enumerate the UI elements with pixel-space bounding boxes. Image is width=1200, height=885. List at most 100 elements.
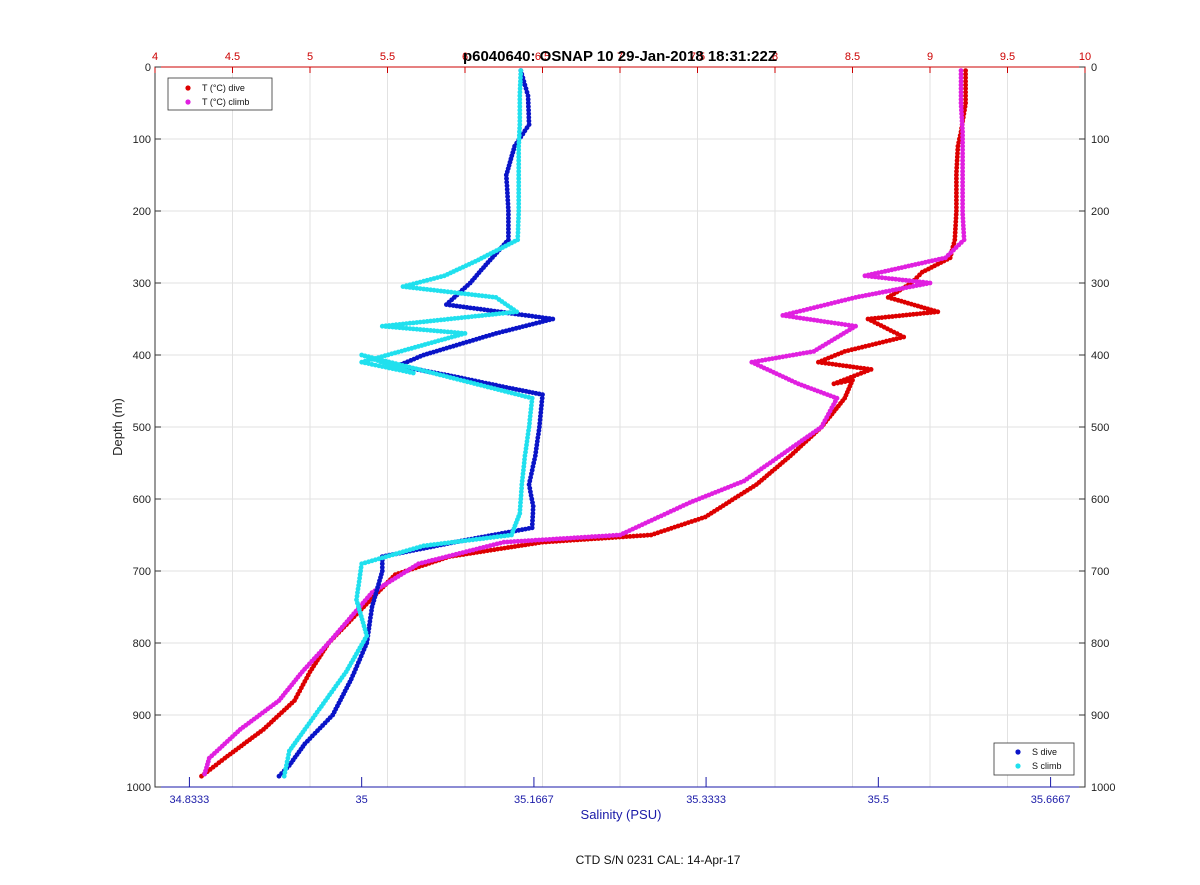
bottom-tick-label: 35.6667 <box>1031 794 1071 806</box>
data-point <box>525 100 531 106</box>
data-point <box>954 158 960 164</box>
data-point <box>516 161 522 167</box>
data-point <box>960 129 965 135</box>
data-point <box>585 534 591 540</box>
data-point <box>963 86 968 91</box>
data-point <box>523 449 528 455</box>
right-tick-label: 600 <box>1091 494 1109 506</box>
depth-axis-right: 0 100 200 300 400 500 600 700 800 900 1000 <box>1079 62 1115 794</box>
data-point <box>517 89 523 95</box>
data-point <box>517 111 523 117</box>
data-point <box>358 565 364 570</box>
top-tick-label: 10 <box>1079 51 1091 63</box>
data-point <box>872 315 878 321</box>
data-point <box>503 172 509 178</box>
data-point <box>960 172 965 178</box>
legend-marker <box>1015 749 1021 755</box>
data-point <box>516 205 522 210</box>
data-point <box>960 194 965 200</box>
data-point <box>524 439 530 444</box>
data-point <box>959 122 965 127</box>
data-point <box>963 93 968 99</box>
data-point <box>958 104 964 109</box>
data-point <box>516 197 522 203</box>
series-s-dive <box>276 68 556 779</box>
data-point <box>491 547 497 553</box>
bottom-tick-label: 35.3333 <box>686 794 726 806</box>
data-point <box>960 165 965 171</box>
data-point <box>526 538 531 544</box>
data-point <box>516 147 522 153</box>
data-point <box>367 619 373 624</box>
right-tick-label: 800 <box>1091 638 1109 650</box>
data-point <box>963 71 968 77</box>
data-point <box>486 294 492 299</box>
data-point <box>607 533 612 539</box>
data-point <box>960 215 966 221</box>
data-point <box>202 771 208 777</box>
right-tick-label: 200 <box>1091 206 1109 218</box>
data-point <box>526 107 531 113</box>
data-point <box>410 326 416 332</box>
data-point <box>928 310 934 315</box>
data-point <box>536 431 541 437</box>
data-point <box>924 310 930 316</box>
data-point <box>914 311 920 317</box>
data-point <box>369 608 374 613</box>
data-point <box>457 304 463 309</box>
data-point <box>517 97 523 102</box>
left-tick-label: 200 <box>133 206 151 218</box>
data-point <box>366 626 372 631</box>
data-point <box>517 104 523 109</box>
data-point <box>502 533 507 539</box>
data-point <box>861 366 867 371</box>
data-point <box>466 291 471 297</box>
data-point <box>528 493 534 498</box>
data-point <box>459 538 465 544</box>
data-point <box>525 93 531 99</box>
data-point <box>488 535 493 540</box>
data-point <box>960 143 965 149</box>
data-point <box>424 327 430 333</box>
data-point <box>368 615 373 621</box>
data-point <box>358 568 363 574</box>
data-point <box>500 310 506 316</box>
data-point <box>954 169 959 174</box>
legend-entry: T (°C) climb <box>202 97 249 107</box>
data-point <box>517 503 523 509</box>
data-point <box>468 305 473 311</box>
data-point <box>816 359 821 365</box>
data-point <box>516 169 522 174</box>
data-point <box>517 100 523 106</box>
data-point <box>484 535 490 541</box>
data-point <box>818 318 824 324</box>
top-tick-label: 6 <box>462 51 468 63</box>
data-point <box>517 115 523 120</box>
left-tick-label: 900 <box>133 710 151 722</box>
data-point <box>522 542 528 548</box>
data-point <box>907 312 913 318</box>
data-point <box>518 496 524 502</box>
data-point <box>540 392 545 397</box>
data-point <box>435 541 441 547</box>
data-point <box>561 536 566 541</box>
right-tick-label: 400 <box>1091 350 1109 362</box>
data-point <box>506 223 511 228</box>
bottom-tick-label: 35.5 <box>868 794 889 806</box>
data-point <box>516 151 522 156</box>
data-points <box>199 68 968 779</box>
data-point <box>641 533 647 538</box>
data-point <box>516 208 522 214</box>
data-point <box>826 361 832 366</box>
data-point <box>958 86 964 91</box>
data-point <box>356 579 362 585</box>
data-point <box>960 140 965 146</box>
data-point <box>515 226 521 232</box>
data-point <box>522 538 528 544</box>
salinity-axis-bottom: 34.8333 35 35.1667 35.3333 35.5 35.6667 <box>155 777 1085 806</box>
data-point <box>379 565 385 570</box>
data-point <box>515 219 521 225</box>
data-point <box>428 318 433 324</box>
data-point <box>958 97 964 102</box>
top-tick-label: 7.5 <box>690 51 705 63</box>
